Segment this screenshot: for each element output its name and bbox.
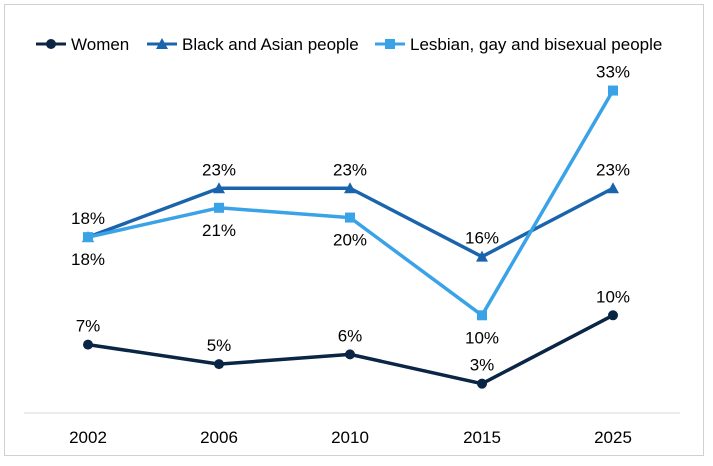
data-label-black-and-asian-people-2006: 23%	[202, 160, 236, 179]
data-label-women-2006: 5%	[207, 336, 232, 355]
x-tick-label-2006: 2006	[200, 428, 238, 447]
data-labels: 7% 5% 6% 3% 10% 18% 23% 23% 16% 23% 18% 21% 20% 10% 33…	[71, 63, 630, 375]
legend-item-black-and-asian-people: Black and Asian people	[147, 35, 359, 54]
x-tick-label-2025: 2025	[594, 428, 632, 447]
legend-label: Black and Asian people	[182, 35, 359, 54]
data-label-lesbian-gay-and-bisexual-people-2015: 10%	[465, 328, 499, 347]
legend-item-women: Women	[36, 35, 129, 54]
data-label-women-2010: 6%	[338, 326, 363, 345]
legend-marker-circle	[46, 39, 56, 49]
data-label-lesbian-gay-and-bisexual-people-2010: 20%	[333, 231, 367, 250]
data-label-black-and-asian-people-2015: 16%	[465, 229, 499, 248]
data-point-lesbian-gay-and-bisexual-people-2015	[477, 310, 487, 321]
series-markers	[82, 85, 619, 389]
data-label-lesbian-gay-and-bisexual-people-2006: 21%	[202, 221, 236, 240]
x-tick-label-2002: 2002	[69, 428, 107, 447]
series-line-lesbian-gay-and-bisexual-people	[87, 89, 615, 318]
data-label-women-2015: 3%	[470, 356, 495, 375]
legend-item-lesbian-gay-and-bisexual-people: Lesbian, gay and bisexual people	[375, 35, 662, 54]
data-point-women-2002	[83, 339, 93, 350]
data-label-women-2025: 10%	[596, 287, 630, 306]
x-tick-label-2010: 2010	[331, 428, 369, 447]
data-label-lesbian-gay-and-bisexual-people-2025: 33%	[596, 63, 630, 82]
data-point-women-2006	[214, 359, 224, 370]
data-point-women-2010	[345, 349, 355, 360]
data-point-lesbian-gay-and-bisexual-people-2002	[83, 232, 93, 243]
data-point-black-and-asian-people-2015	[476, 250, 488, 262]
data-label-black-and-asian-people-2025: 23%	[596, 160, 630, 179]
data-point-lesbian-gay-and-bisexual-people-2010	[345, 212, 355, 223]
legend-label: Lesbian, gay and bisexual people	[410, 35, 662, 54]
data-point-lesbian-gay-and-bisexual-people-2006	[214, 202, 224, 213]
legend-marker-triangle	[156, 38, 168, 49]
data-label-lesbian-gay-and-bisexual-people-2002: 18%	[71, 250, 105, 269]
data-point-black-and-asian-people-2010	[344, 182, 356, 194]
data-point-black-and-asian-people-2025	[607, 182, 619, 194]
data-label-women-2002: 7%	[76, 317, 101, 336]
data-point-black-and-asian-people-2006	[213, 182, 225, 194]
legend-label: Women	[71, 35, 129, 54]
data-label-black-and-asian-people-2002: 18%	[71, 209, 105, 228]
data-point-women-2015	[477, 378, 487, 389]
x-axis-ticks: 2002 2006 2010 2015 2025	[69, 428, 632, 447]
data-point-lesbian-gay-and-bisexual-people-2025	[608, 85, 618, 96]
data-label-black-and-asian-people-2010: 23%	[333, 160, 367, 179]
legend: Women Black and Asian people Lesbian, gay …	[36, 35, 662, 54]
x-tick-label-2015: 2015	[463, 428, 501, 447]
legend-marker-square	[385, 39, 395, 49]
data-point-women-2025	[608, 310, 618, 321]
